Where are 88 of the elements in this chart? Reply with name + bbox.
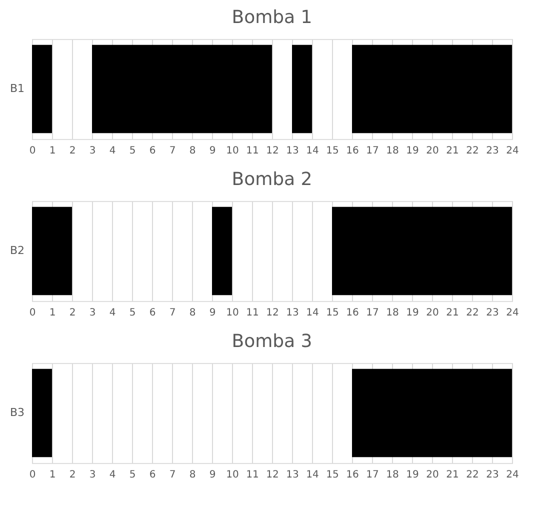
x-tick-label: 16 bbox=[346, 308, 359, 318]
x-tick-label: 23 bbox=[486, 146, 499, 156]
x-tick-label: 21 bbox=[446, 470, 459, 480]
x-tick-label: 14 bbox=[306, 470, 319, 480]
x-tick-label: 10 bbox=[226, 470, 239, 480]
x-tick-label: 10 bbox=[226, 308, 239, 318]
x-tick-label: 24 bbox=[506, 308, 519, 318]
x-tick-label: 23 bbox=[486, 308, 499, 318]
y-tick-label: B3 bbox=[10, 406, 24, 419]
x-tick-label: 5 bbox=[129, 470, 136, 480]
x-tick-label: 3 bbox=[89, 308, 96, 318]
x-tick-label: 16 bbox=[346, 470, 359, 480]
bar bbox=[32, 44, 52, 134]
x-tick-label: 11 bbox=[246, 308, 259, 318]
x-tick-label: 2 bbox=[69, 146, 76, 156]
x-tick-label: 6 bbox=[149, 146, 156, 156]
x-tick-label: 1 bbox=[49, 470, 56, 480]
x-tick-label: 5 bbox=[129, 308, 136, 318]
x-tick-label: 20 bbox=[426, 470, 439, 480]
x-tick-label: 15 bbox=[326, 470, 339, 480]
x-tick-label: 9 bbox=[209, 470, 216, 480]
x-tick-label: 22 bbox=[466, 308, 479, 318]
x-tick-label: 13 bbox=[286, 308, 299, 318]
x-tick-label: 6 bbox=[149, 308, 156, 318]
x-tick-label: 8 bbox=[189, 470, 196, 480]
chart-title: Bomba 1 bbox=[232, 7, 312, 28]
x-tick-label: 10 bbox=[226, 146, 239, 156]
x-tick-label: 22 bbox=[466, 146, 479, 156]
x-tick-label: 0 bbox=[29, 308, 36, 318]
x-tick-label: 4 bbox=[109, 470, 116, 480]
x-tick-label: 7 bbox=[169, 470, 176, 480]
x-tick-label: 21 bbox=[446, 308, 459, 318]
x-tick-label: 18 bbox=[386, 308, 399, 318]
x-tick-label: 8 bbox=[189, 308, 196, 318]
x-tick-label: 17 bbox=[366, 146, 379, 156]
x-tick-label: 19 bbox=[406, 308, 419, 318]
x-tick-label: 17 bbox=[366, 470, 379, 480]
x-tick-label: 12 bbox=[266, 308, 279, 318]
x-tick-label: 6 bbox=[149, 470, 156, 480]
x-tick-label: 9 bbox=[209, 308, 216, 318]
x-tick-label: 4 bbox=[109, 146, 116, 156]
x-tick-label: 19 bbox=[406, 146, 419, 156]
chart-title: Bomba 3 bbox=[232, 331, 312, 352]
x-tick-label: 5 bbox=[129, 146, 136, 156]
x-tick-label: 12 bbox=[266, 470, 279, 480]
x-tick-label: 18 bbox=[386, 470, 399, 480]
x-tick-label: 9 bbox=[209, 146, 216, 156]
x-tick-label: 16 bbox=[346, 146, 359, 156]
x-tick-label: 2 bbox=[69, 470, 76, 480]
x-tick-label: 14 bbox=[306, 146, 319, 156]
x-tick-label: 18 bbox=[386, 146, 399, 156]
x-tick-label: 13 bbox=[286, 470, 299, 480]
x-tick-label: 23 bbox=[486, 470, 499, 480]
bar bbox=[292, 44, 312, 134]
bar bbox=[92, 44, 272, 134]
x-tick-label: 15 bbox=[326, 308, 339, 318]
x-tick-label: 8 bbox=[189, 146, 196, 156]
y-tick-label: B2 bbox=[10, 244, 24, 257]
x-tick-label: 7 bbox=[169, 308, 176, 318]
x-tick-label: 20 bbox=[426, 146, 439, 156]
y-tick-label: B1 bbox=[10, 82, 24, 95]
x-tick-label: 19 bbox=[406, 470, 419, 480]
x-tick-label: 24 bbox=[506, 470, 519, 480]
x-tick-label: 11 bbox=[246, 470, 259, 480]
x-tick-label: 17 bbox=[366, 308, 379, 318]
x-tick-label: 1 bbox=[49, 146, 56, 156]
x-tick-label: 11 bbox=[246, 146, 259, 156]
x-tick-label: 1 bbox=[49, 308, 56, 318]
x-tick-label: 22 bbox=[466, 470, 479, 480]
bar bbox=[332, 206, 512, 296]
x-tick-label: 2 bbox=[69, 308, 76, 318]
bar bbox=[212, 206, 232, 296]
x-tick-label: 7 bbox=[169, 146, 176, 156]
x-tick-label: 15 bbox=[326, 146, 339, 156]
x-tick-label: 13 bbox=[286, 146, 299, 156]
x-tick-label: 3 bbox=[89, 146, 96, 156]
x-tick-label: 3 bbox=[89, 470, 96, 480]
bar bbox=[352, 44, 512, 134]
x-tick-label: 0 bbox=[29, 470, 36, 480]
x-tick-label: 0 bbox=[29, 146, 36, 156]
x-tick-label: 20 bbox=[426, 308, 439, 318]
x-tick-label: 21 bbox=[446, 146, 459, 156]
x-tick-label: 24 bbox=[506, 146, 519, 156]
chart-title: Bomba 2 bbox=[232, 169, 312, 190]
x-tick-label: 14 bbox=[306, 308, 319, 318]
x-tick-label: 4 bbox=[109, 308, 116, 318]
bar bbox=[32, 206, 72, 296]
x-tick-label: 12 bbox=[266, 146, 279, 156]
